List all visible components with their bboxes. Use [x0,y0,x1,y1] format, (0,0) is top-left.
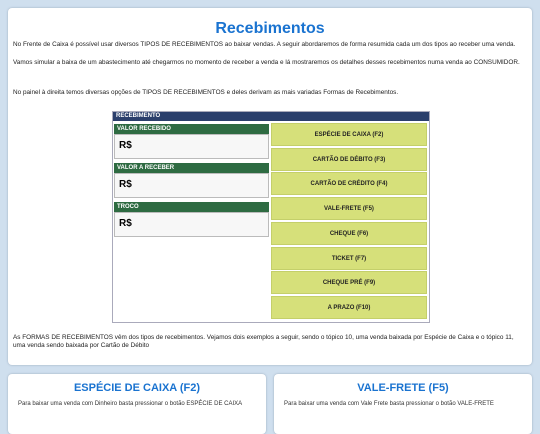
main-card: Recebimentos No Frente de Caixa é possív… [8,8,532,365]
payment-button[interactable]: A PRAZO (F10) [271,295,427,319]
card: ESPÉCIE DE CAIXA (F2) Para baixar uma ve… [8,374,266,434]
title: Recebimentos [215,20,325,37]
field-label: TROCO [114,202,269,212]
card-text: Para baixar uma venda com Dinheiro basta… [18,401,243,407]
field-value: R$ [114,212,269,237]
payment-button[interactable]: CARTÃO DE DÉBITO (F3) [271,147,427,171]
receipt-panel: RECEBIMENTO VALOR RECEBIDO R$ VALOR A RECE… [112,111,430,323]
payment-button[interactable]: CARTÃO DE CRÉDITO (F4) [271,172,427,196]
card-title: VALE-FRETE (F5) [357,382,449,394]
card: VALE-FRETE (F5) Para baixar uma venda co… [274,374,532,434]
payment-button[interactable]: CHEQUE PRÉ (F9) [271,271,427,295]
payment-button[interactable]: TICKET (F7) [271,246,427,270]
paragraph: Vamos simular a baixa de um abasteciment… [13,59,520,66]
paragraph: As FORMAS DE RECEBIMENTOS vêm dos tipos … [13,334,514,350]
payment-button[interactable]: VALE-FRETE (F5) [271,197,427,221]
payment-button[interactable]: ESPÉCIE DE CAIXA (F2) [271,123,427,146]
paragraph: No painel à direita temos diversas opçõe… [13,89,399,96]
field-value: R$ [114,134,269,159]
field-label: VALOR A RECEBER [114,163,269,173]
page: Recebimentos No Frente de Caixa é possív… [8,8,532,434]
field-value: R$ [114,173,269,198]
paragraph: No Frente de Caixa é possível usar diver… [13,41,516,48]
panel-title: RECEBIMENTO [113,112,429,121]
card-text: Para baixar uma venda com Vale Frete bas… [284,401,494,407]
field-label: VALOR RECEBIDO [114,124,269,134]
card-title: ESPÉCIE DE CAIXA (F2) [73,382,201,394]
payment-button[interactable]: CHEQUE (F6) [271,221,427,245]
